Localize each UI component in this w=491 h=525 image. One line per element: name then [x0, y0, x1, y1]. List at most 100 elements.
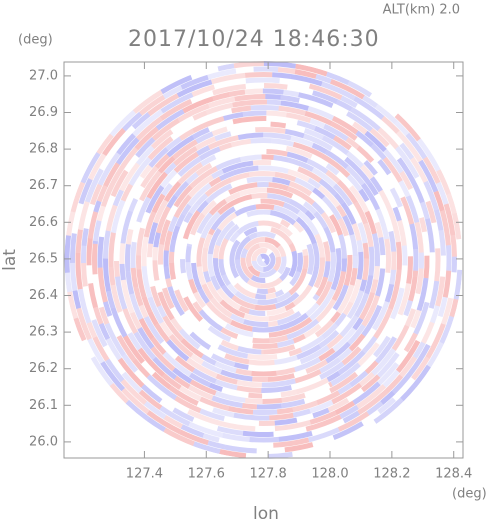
echo-cell: [258, 223, 280, 227]
echo-cell: [218, 66, 234, 69]
echo-cell: [358, 147, 372, 161]
echo-cell: [415, 271, 416, 277]
y-tick-label: 26.4: [29, 288, 58, 303]
echo-cell: [374, 234, 377, 266]
echo-cell: [248, 395, 262, 396]
echo-cell: [252, 328, 279, 330]
echo-cell: [362, 280, 365, 291]
echo-cell: [276, 291, 283, 294]
echo-cell: [391, 231, 394, 251]
echo-cell: [258, 300, 277, 302]
echo-cell: [216, 246, 218, 259]
echo-cell: [252, 277, 265, 280]
echo-cell: [237, 388, 261, 391]
echo-cell: [73, 263, 75, 291]
echo-cell: [231, 141, 250, 145]
echo-cell: [314, 243, 317, 266]
echo-cell: [210, 230, 213, 235]
echo-cell: [166, 231, 170, 250]
echo-cell: [253, 345, 278, 346]
echo-cell: [381, 237, 383, 255]
x-axis-label: lon: [253, 504, 279, 521]
x-tick-label: 128.0: [311, 467, 348, 482]
echo-cell: [106, 231, 109, 259]
echo-cell: [84, 246, 85, 263]
echo-cell: [404, 246, 405, 266]
echo-cell: [243, 249, 246, 257]
echo-cell: [252, 195, 268, 196]
echo-cell: [249, 312, 265, 314]
x-unit: (deg): [452, 487, 487, 502]
echo-cell: [267, 102, 281, 103]
echo-cell: [315, 295, 318, 299]
echo-cell: [245, 91, 263, 92]
echo-cell: [326, 261, 328, 277]
echo-cell: [275, 420, 297, 423]
echo-cell: [456, 270, 460, 299]
chart-title: 2017/10/24 18:46:30: [128, 27, 380, 52]
echo-cell: [338, 248, 339, 262]
echo-cell: [234, 64, 264, 66]
echo-cell: [269, 415, 293, 418]
echo-cell: [235, 97, 266, 100]
echo-cell: [96, 201, 99, 212]
echo-cell: [237, 382, 262, 385]
echo-cell: [448, 245, 449, 270]
echo-cell: [261, 387, 291, 390]
echo-cell: [421, 218, 424, 232]
echo-cell: [224, 275, 229, 285]
echo-cell: [94, 244, 95, 274]
y-tick-label: 26.0: [29, 434, 58, 449]
echo-cell: [168, 279, 170, 287]
echo-cell: [387, 284, 392, 302]
y-tick-label: 26.5: [29, 251, 58, 266]
echo-cell: [281, 275, 285, 280]
echo-cell: [257, 406, 281, 407]
altitude-label: ALT(km) 2.0: [383, 3, 460, 18]
echo-cell: [213, 94, 229, 98]
echo-cell: [281, 392, 297, 395]
echo-cell: [387, 239, 389, 273]
y-tick-label: 26.9: [29, 105, 58, 120]
echo-cell: [305, 249, 306, 255]
echo-cell: [244, 321, 268, 324]
echo-cell: [309, 244, 312, 274]
x-tick-label: 127.8: [250, 467, 287, 482]
echo-cell: [247, 179, 272, 181]
echo-cell: [156, 233, 159, 247]
echo-cell: [144, 237, 146, 266]
echo-cell: [183, 259, 184, 273]
echo-cell: [111, 233, 113, 267]
echo-cell: [233, 118, 266, 121]
echo-cell: [128, 271, 132, 294]
y-tick-label: 26.2: [29, 361, 58, 376]
echo-cell: [270, 337, 288, 340]
echo-cell: [234, 415, 269, 418]
echo-cell: [359, 252, 361, 279]
echo-cell: [122, 264, 123, 280]
echo-cell: [188, 246, 189, 262]
echo-cell: [274, 357, 297, 362]
echo-cell: [229, 408, 253, 412]
echo-cell: [263, 135, 291, 138]
echo-cell: [221, 239, 226, 259]
echo-cell: [268, 454, 292, 456]
echo-cell: [246, 80, 280, 81]
echo-cell: [100, 237, 102, 268]
echo-cell: [232, 108, 251, 111]
echo-cell: [291, 251, 295, 276]
echo-cell: [402, 386, 414, 399]
echo-cell: [365, 243, 366, 259]
echo-cell: [128, 244, 129, 271]
echo-cell: [418, 268, 421, 293]
echo-cell: [344, 258, 345, 271]
echo-cell: [248, 356, 277, 357]
echo-cell: [161, 244, 162, 264]
echo-cell: [392, 270, 394, 284]
echo-cell: [274, 157, 289, 160]
echo-cell: [131, 199, 136, 211]
echo-cell: [78, 230, 80, 253]
echo-cell: [255, 130, 285, 132]
